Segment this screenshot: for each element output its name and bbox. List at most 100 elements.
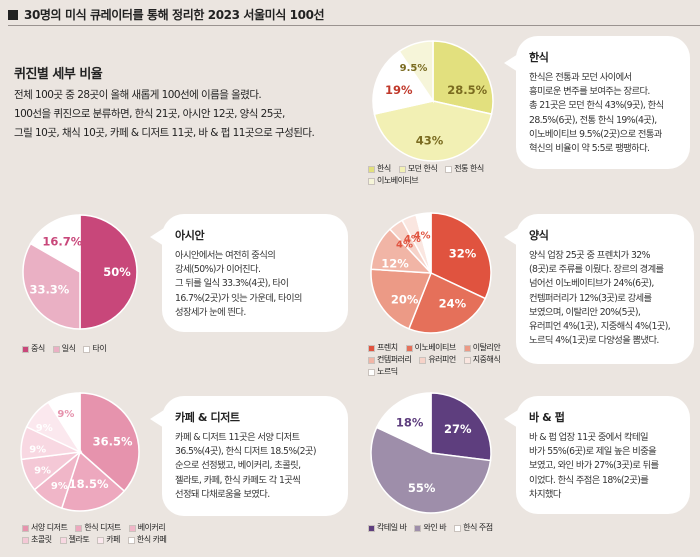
asian-slice-1 (22, 242, 81, 330)
cafe-slice-label-0: 36.5% (93, 434, 133, 448)
cafe-slice-label-2: 9% (51, 481, 68, 492)
cafe-slice-label-4: 9% (29, 444, 46, 455)
bar-legend-item: 와인 바 (414, 522, 447, 534)
header-divider (8, 25, 700, 26)
korean-bubble-text: 한식은 전통과 모던 사이에서 흥미로운 변주를 보여주는 장르다. 총 21곳… (529, 71, 678, 156)
cafe-legend-item: 초콜릿 (22, 534, 52, 546)
korean-legend-item: 한식 (368, 163, 391, 175)
legend-swatch (368, 165, 375, 173)
asian-legend-item: 일식 (52, 343, 76, 355)
korean-pie-chart: 28.5% 43% 19% 9.5% (372, 40, 494, 162)
text-line: 16.7%(2곳)가 잇는 가운데, 타이의 (175, 292, 302, 304)
korean-slice-2 (372, 50, 435, 115)
text-line: 선정돼 다채로움을 보였다. (175, 488, 270, 500)
asian-slice-label-0: 50% (103, 265, 131, 279)
legend-swatch (368, 177, 375, 185)
legend-label: 이탈리안 (472, 343, 501, 352)
bar-pie-svg: 27% 55% 18% (370, 392, 492, 514)
cafe-bubble-text: 카페 & 디저트 11곳은 서양 디저트 36.5%(4곳), 한식 디저트 1… (175, 431, 336, 502)
legend-label: 일식 (61, 344, 76, 353)
korean-bubble-title: 한식 (529, 51, 549, 64)
korean-legend-item: 전통 한식 (445, 163, 484, 175)
korean-slice-3 (398, 40, 434, 104)
legend-swatch (368, 524, 375, 532)
cafe-legend: 서양 디저트 한식 디저트 베이커리 초콜릿 젤라토 카페 한식 카페 (22, 522, 182, 546)
cafe-legend-item: 한식 디저트 (75, 522, 121, 534)
legend-label: 젤라토 (68, 535, 90, 544)
text-line: 28.5%(6곳), 전통 한식 19%(4곳), (529, 114, 657, 126)
legend-label: 서양 디저트 (31, 523, 68, 532)
legend-swatch (22, 536, 29, 544)
bar-pie-chart: 27% 55% 18% (370, 392, 492, 514)
asian-pie-svg: 50% 33.3% 16.7% (22, 214, 138, 330)
cafe-legend-item: 카페 (97, 534, 120, 546)
western-slice-label-0: 32% (449, 246, 477, 260)
asian-slice-label-2: 16.7% (42, 234, 82, 248)
cafe-legend-item: 베이커리 (128, 522, 166, 534)
korean-slice-1 (373, 100, 493, 162)
cafe-slice-label-3: 9% (34, 465, 51, 476)
intro-text: 전체 100곳 중 28곳이 올해 새롭게 100선에 이름을 올렸다. 100… (14, 86, 359, 143)
cafe-slice-label-1: 18.5% (69, 477, 109, 491)
cafe-slice-label-6: 9% (57, 409, 74, 420)
text-line: 이었다. 한식 주점은 18%(2곳)를 (529, 474, 649, 486)
legend-swatch (127, 536, 135, 544)
cafe-slice-0 (79, 392, 140, 493)
legend-label: 노르딕 (377, 367, 398, 376)
cafe-slice-1 (60, 450, 126, 512)
text-line: 36.5%(4곳), 한식 디저트 18.5%(2곳) (175, 446, 317, 458)
bar-slice-1 (370, 426, 492, 514)
korean-slice-label-2: 19% (385, 83, 413, 97)
western-pie-chart: 32% 24% 20% 12% 4% 4% 4% (370, 212, 492, 334)
korean-slice-label-0: 28.5% (447, 83, 487, 97)
text-line: 강세(50%)가 이어진다. (175, 264, 261, 276)
asian-slice-2 (29, 214, 81, 274)
western-legend: 프렌치 이노베이티브 이탈리안 컨템퍼러리 유러피언 지중해식 노르딕 (368, 342, 518, 378)
legend-swatch (398, 165, 406, 173)
text-line: 보였으며, 이탈리안 20%(5곳), (529, 306, 641, 318)
legend-label: 이노베이티브 (414, 343, 457, 352)
legend-swatch (128, 524, 136, 532)
legend-label: 한식 (377, 164, 391, 173)
western-slice-6 (415, 212, 432, 274)
korean-slice-label-1: 43% (416, 133, 444, 147)
legend-swatch (463, 356, 471, 364)
western-slice-label-4: 4% (396, 240, 413, 251)
cafe-bubble: 카페 & 디저트 카페 & 디저트 11곳은 서양 디저트 36.5%(4곳),… (162, 396, 348, 516)
text-line: 넘어선 이노베이티브가 24%(6곳), (529, 278, 654, 290)
korean-bubble: 한식 한식은 전통과 모던 사이에서 흥미로운 변주를 보여주는 장르다. 총 … (516, 36, 690, 169)
bar-bubble-tail (504, 410, 518, 428)
legend-swatch (463, 344, 471, 352)
legend-label: 베이커리 (137, 523, 166, 532)
legend-label: 타이 (92, 344, 107, 353)
header-square-icon (8, 9, 18, 20)
legend-label: 초콜릿 (31, 535, 52, 544)
text-line: 아시안에서는 여전히 중식의 (175, 250, 276, 261)
legend-swatch (454, 524, 462, 532)
bar-slice-label-2: 18% (396, 416, 424, 430)
legend-label: 와인 바 (423, 523, 447, 532)
korean-bubble-tail (504, 54, 518, 72)
cafe-slice-6 (47, 392, 81, 455)
text-line: 카페 & 디저트 11곳은 서양 디저트 (175, 432, 300, 443)
western-legend-item: 프렌치 (368, 342, 398, 354)
legend-swatch (22, 524, 29, 532)
legend-swatch (52, 345, 60, 353)
intro-line: 전체 100곳 중 28곳이 올해 새롭게 100선에 이름을 올렸다. (14, 89, 262, 101)
asian-bubble-title: 아시안 (175, 229, 205, 242)
text-line: 그 뒤를 일식 33.3%(4곳), 타이 (175, 278, 289, 290)
legend-swatch (414, 524, 422, 532)
legend-swatch (445, 165, 453, 173)
western-legend-item: 컨템퍼러리 (368, 354, 412, 366)
western-pie-svg: 32% 24% 20% 12% 4%4%4% (370, 212, 492, 334)
legend-swatch (22, 345, 29, 353)
legend-label: 이노베이티브 (377, 176, 419, 185)
bar-bubble-title: 바 & 펍 (529, 411, 565, 424)
legend-swatch (419, 356, 427, 364)
cafe-legend-item: 젤라토 (59, 534, 90, 546)
legend-swatch (368, 356, 375, 364)
korean-pie-svg: 28.5% 43% 19% 9.5% (372, 40, 494, 162)
korean-legend-item: 모던 한식 (398, 163, 438, 175)
asian-legend-item: 타이 (83, 343, 107, 355)
